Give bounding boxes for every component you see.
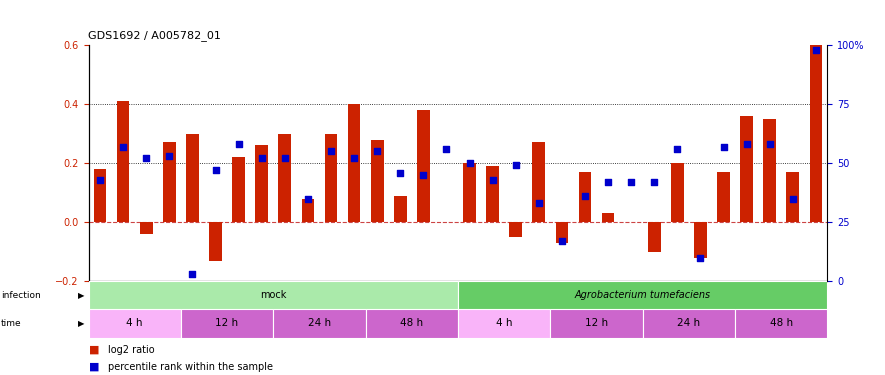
Bar — [643, 309, 735, 338]
Point — [601, 179, 615, 185]
Bar — [579, 172, 591, 222]
Bar — [273, 309, 366, 338]
Bar — [458, 281, 827, 309]
Text: 12 h: 12 h — [585, 318, 608, 328]
Point — [463, 160, 477, 166]
Text: ■: ■ — [88, 362, 99, 372]
Point — [740, 141, 754, 147]
Bar — [302, 199, 314, 222]
Bar — [717, 172, 730, 222]
Bar — [163, 142, 176, 222]
Point — [786, 196, 800, 202]
Text: 4 h: 4 h — [127, 318, 143, 328]
Point — [717, 144, 731, 150]
Bar — [810, 45, 822, 222]
Bar — [486, 166, 499, 222]
Text: mock: mock — [260, 290, 287, 300]
Bar — [533, 142, 545, 222]
Point — [185, 271, 199, 277]
Point — [209, 167, 223, 173]
Text: 12 h: 12 h — [215, 318, 239, 328]
Point — [439, 146, 453, 152]
Bar — [140, 222, 152, 234]
Text: log2 ratio: log2 ratio — [108, 345, 155, 355]
Text: percentile rank within the sample: percentile rank within the sample — [108, 362, 273, 372]
Text: ▶: ▶ — [78, 319, 84, 328]
Point — [393, 170, 407, 176]
Bar — [256, 146, 268, 222]
Point — [486, 177, 500, 183]
Point — [578, 193, 592, 199]
Bar — [232, 157, 245, 222]
Text: 48 h: 48 h — [400, 318, 423, 328]
Bar — [735, 309, 827, 338]
Text: 24 h: 24 h — [677, 318, 701, 328]
Point — [809, 47, 823, 53]
Point — [555, 238, 569, 244]
Point — [301, 196, 315, 202]
Bar — [279, 134, 291, 222]
Point — [255, 155, 269, 161]
Point — [532, 200, 546, 206]
Bar — [94, 169, 106, 222]
Text: 24 h: 24 h — [308, 318, 331, 328]
Bar — [556, 222, 568, 243]
Text: ▶: ▶ — [78, 291, 84, 300]
Bar — [417, 110, 430, 222]
Bar — [740, 116, 753, 222]
Point — [624, 179, 638, 185]
Bar — [787, 172, 799, 222]
Bar — [550, 309, 643, 338]
Bar — [348, 104, 360, 222]
Point — [162, 153, 176, 159]
Text: ■: ■ — [88, 345, 99, 355]
Bar — [88, 281, 458, 309]
Point — [278, 155, 292, 161]
Bar — [366, 309, 458, 338]
Point — [324, 148, 338, 154]
Point — [693, 255, 707, 261]
Text: 4 h: 4 h — [496, 318, 512, 328]
Point — [347, 155, 361, 161]
Bar — [764, 119, 776, 222]
Point — [763, 141, 777, 147]
Text: GDS1692 / A005782_01: GDS1692 / A005782_01 — [88, 30, 221, 41]
Text: Agrobacterium tumefaciens: Agrobacterium tumefaciens — [574, 290, 711, 300]
Point — [416, 172, 430, 178]
Bar — [648, 222, 660, 252]
Bar — [117, 101, 129, 222]
Bar — [88, 309, 181, 338]
Bar — [671, 163, 684, 222]
Bar — [325, 134, 337, 222]
Point — [93, 177, 107, 183]
Bar — [602, 213, 614, 222]
Point — [670, 146, 684, 152]
Bar — [209, 222, 222, 261]
Bar — [394, 196, 406, 222]
Point — [509, 162, 523, 168]
Point — [370, 148, 384, 154]
Point — [232, 141, 246, 147]
Bar — [510, 222, 522, 237]
Bar — [371, 140, 383, 222]
Bar — [694, 222, 707, 258]
Text: infection: infection — [1, 291, 41, 300]
Point — [116, 144, 130, 150]
Bar — [463, 163, 476, 222]
Bar — [181, 309, 273, 338]
Bar — [458, 309, 550, 338]
Bar — [186, 134, 199, 222]
Text: time: time — [1, 319, 21, 328]
Point — [647, 179, 661, 185]
Point — [139, 155, 153, 161]
Text: 48 h: 48 h — [770, 318, 793, 328]
